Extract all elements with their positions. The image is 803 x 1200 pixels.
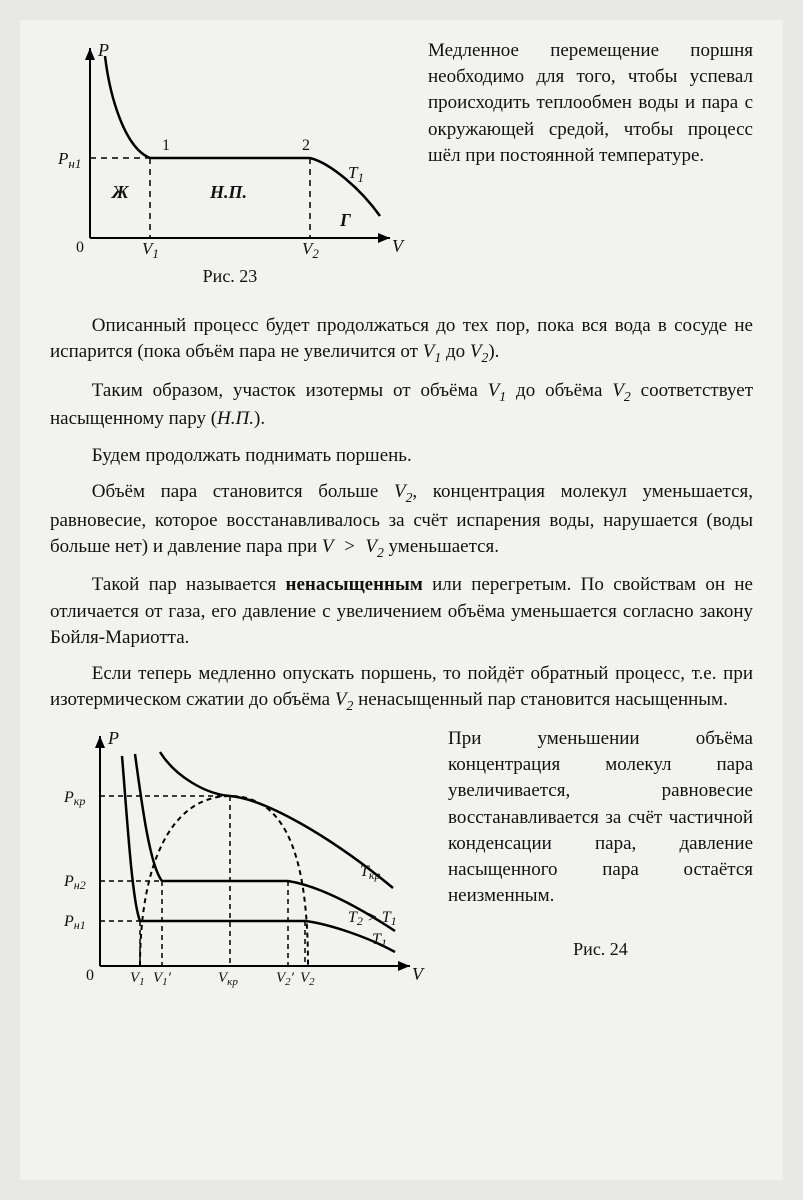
var-v1: V1 (423, 341, 441, 362)
para-1: Описанный процесс будет продолжаться до … (50, 313, 753, 368)
para-2-d: ). (254, 408, 265, 429)
x-axis-label: V (392, 236, 405, 256)
fig24-column: P V 0 (50, 726, 430, 996)
gas-label: Г (339, 210, 351, 230)
var-v2: V2 (470, 341, 488, 362)
var-v2-b: V2 (612, 380, 630, 401)
fig23-row: P V 0 1 2 Ж Н.П. Г T1 Pн (50, 38, 753, 301)
para-3: Будем продолжать поднимать поршень. (50, 443, 753, 469)
ineq-v-gt-v2: V > V2 (322, 536, 384, 557)
para-6: Если теперь медленно опускать поршень, т… (50, 661, 753, 716)
x-tick-v1p: V1′ (153, 970, 172, 988)
physics-page: P V 0 1 2 Ж Н.П. Г T1 Pн (20, 20, 783, 1180)
abbrev-np: Н.П. (217, 408, 254, 429)
para-1-c: ). (488, 341, 499, 362)
saturated-label: Н.П. (209, 182, 247, 202)
y-tick-pkr: Pкр (63, 789, 85, 808)
y-tick-pn1-24: Pн1 (63, 913, 86, 932)
fig23-column: P V 0 1 2 Ж Н.П. Г T1 Pн (50, 38, 410, 301)
point-2-label: 2 (302, 137, 310, 154)
x-tick-v1: V1 (142, 239, 159, 258)
y-axis-label: P (97, 40, 109, 60)
y-tick-pn2: Pн2 (63, 873, 86, 892)
var-v2-d: V2 (335, 689, 353, 710)
liquid-label: Ж (110, 182, 129, 202)
x-axis-label-24: V (412, 964, 425, 984)
para-4: Объём пара становится больше V2, концент… (50, 479, 753, 563)
para-2-b: до объёма (506, 380, 612, 401)
x-tick-v2-24: V2 (300, 970, 315, 988)
aside-1: Медленное перемещение поршня необходимо … (428, 38, 753, 301)
para-6-b: ненасыщенный пар становится насыщенным. (353, 689, 728, 710)
y-tick-pn1: Pн1 (57, 149, 81, 171)
x-tick-v2p: V2′ (276, 970, 295, 988)
term-unsaturated: ненасыщенным (286, 574, 423, 595)
figure-23: P V 0 1 2 Ж Н.П. Г T1 Pн (50, 38, 410, 258)
fig24-caption: Рис. 24 (448, 937, 753, 962)
para-4-c: уменьшается. (384, 536, 499, 557)
x-tick-v1-24: V1 (130, 970, 145, 988)
x-tick-v2: V2 (302, 239, 319, 258)
aside-2-text: При уменьшении объёма концентрация молек… (448, 726, 753, 910)
curve-label-tkr: Tкр (360, 863, 381, 882)
x-tick-vkr: Vкр (218, 970, 238, 988)
para-1-a: Описанный процесс будет продолжаться до … (50, 315, 753, 362)
figure-24: P V 0 (50, 726, 430, 996)
origin-label: 0 (76, 239, 84, 256)
curve-label-t2: T2 > T1 (348, 909, 397, 928)
para-5: Такой пар называется ненасыщенным или пе… (50, 572, 753, 651)
point-1-label: 1 (162, 137, 170, 154)
para-4-a: Объём пара становится больше (92, 481, 394, 502)
isotherm-label: T1 (348, 163, 364, 185)
var-v2-c: V2 (394, 481, 412, 502)
aside-1-text: Медленное перемещение поршня необходимо … (428, 38, 753, 169)
var-v1-b: V1 (488, 380, 506, 401)
para-2-a: Таким образом, участок изотермы от объём… (92, 380, 488, 401)
aside-2: При уменьшении объёма концентрация молек… (448, 726, 753, 996)
fig23-caption: Рис. 23 (50, 264, 410, 289)
curve-label-t1: T1 (372, 931, 387, 950)
para-1-b: до (441, 341, 470, 362)
para-5-a: Такой пар называется (92, 574, 286, 595)
origin-label-24: 0 (86, 967, 94, 984)
fig24-row: P V 0 (50, 726, 753, 996)
y-axis-label-24: P (107, 728, 119, 748)
para-2: Таким образом, участок изотермы от объём… (50, 378, 753, 433)
